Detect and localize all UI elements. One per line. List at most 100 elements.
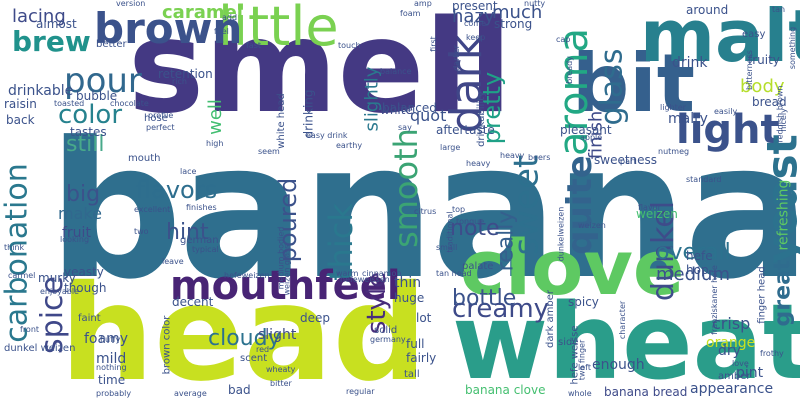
cloud-word: fluffy xyxy=(100,335,121,344)
cloud-word: easily xyxy=(714,107,738,116)
cloud-word: part xyxy=(620,157,637,166)
cloud-word: mouthfeel xyxy=(170,263,401,309)
cloud-word: mouth xyxy=(128,153,161,164)
cloud-word: sweetness xyxy=(594,153,658,167)
cloud-word: heavy xyxy=(500,151,525,160)
cloud-word: profile xyxy=(148,111,174,120)
cloud-word: hint xyxy=(166,220,209,245)
cloud-word: foamy xyxy=(84,331,128,347)
cloud-word: bubble xyxy=(76,89,118,103)
cloud-word: red xyxy=(256,345,270,354)
cloud-word: dry xyxy=(718,343,741,359)
cloud-word: frothy xyxy=(760,349,784,358)
cloud-word: banana xyxy=(48,102,800,321)
cloud-word: nutmeg xyxy=(658,147,690,156)
cloud-word: cloudy xyxy=(208,326,281,351)
cloud-word: bready xyxy=(564,56,574,84)
cloud-word: drinkability xyxy=(475,91,487,147)
cloud-word: though xyxy=(64,281,107,295)
cloud-word: citrus xyxy=(414,207,437,216)
cloud-word: time xyxy=(98,373,126,387)
cloud-word: bitterness xyxy=(744,50,754,90)
cloud-word: hefeweissen xyxy=(340,275,390,284)
cloud-word: amp xyxy=(414,0,432,8)
cloud-word: tan head xyxy=(436,269,472,278)
cloud-word: perfect xyxy=(146,123,175,132)
cloud-word: quite xyxy=(559,155,600,255)
cloud-word: nothing xyxy=(96,363,127,372)
cloud-word: lace xyxy=(180,167,197,176)
cloud-word: quot xyxy=(410,106,447,125)
cloud-word: color xyxy=(58,100,123,130)
cloud-word: two finger xyxy=(577,339,587,381)
cloud-word: bottle xyxy=(452,286,517,311)
cloud-word: hefeweizen xyxy=(224,271,270,280)
cloud-word: fairly xyxy=(406,351,437,365)
cloud-word: body xyxy=(740,76,785,97)
cloud-word: note xyxy=(450,216,500,241)
cloud-word: strong xyxy=(494,17,533,31)
cloud-word: drinkable xyxy=(8,83,74,99)
cloud-word: dunkel weizen xyxy=(4,343,76,354)
cloud-word: heavy xyxy=(466,159,491,168)
cloud-word: overall xyxy=(656,240,731,265)
cloud-word: drink xyxy=(672,55,708,71)
cloud-word: retention xyxy=(158,67,213,81)
cloud-word: tall xyxy=(404,369,420,380)
cloud-word: carbonation xyxy=(0,163,35,343)
cloud-word: still xyxy=(66,132,105,157)
cloud-word: malty xyxy=(668,111,708,127)
cloud-word: pour xyxy=(64,61,142,101)
cloud-word: balance xyxy=(380,67,412,76)
cloud-word: looking xyxy=(60,235,90,244)
cloud-word: regular xyxy=(346,387,375,396)
cloud-word: brown color xyxy=(161,315,173,375)
cloud-word: carmel xyxy=(8,271,36,280)
cloud-word: wheaty xyxy=(266,365,296,374)
cloud-word: rich xyxy=(172,77,187,86)
cloud-word: yeasty xyxy=(64,265,104,279)
cloud-word: mild xyxy=(96,351,127,367)
cloud-word: leave xyxy=(162,257,184,266)
cloud-word: hop xyxy=(686,263,709,277)
cloud-word: much xyxy=(492,2,543,23)
cloud-word: first xyxy=(428,36,438,52)
cloud-word: hose xyxy=(144,113,168,124)
cloud-word: wheat xyxy=(452,281,800,400)
cloud-word: excellent xyxy=(134,205,171,214)
cloud-word: pint xyxy=(736,365,764,381)
cloud-word: banana bread xyxy=(604,385,688,399)
cloud-word: cap xyxy=(556,35,571,44)
cloud-word: brew xyxy=(12,25,91,58)
cloud-word: front xyxy=(20,325,40,334)
cloud-word: white xyxy=(380,103,413,117)
cloud-word: probably xyxy=(96,389,132,398)
cloud-word: enough xyxy=(592,357,645,373)
cloud-word: easy xyxy=(742,29,766,40)
cloud-word: german xyxy=(180,235,219,246)
cloud-word: slight xyxy=(258,327,297,343)
cloud-word: deep xyxy=(300,311,330,325)
cloud-word: present xyxy=(452,0,498,13)
cloud-word: love xyxy=(732,359,749,368)
cloud-word: average xyxy=(174,389,207,398)
cloud-word: thin xyxy=(394,275,422,291)
cloud-word: smooth xyxy=(386,128,425,248)
cloud-word: well xyxy=(204,99,226,135)
cloud-word: bitter xyxy=(270,379,292,388)
cloud-word: orange xyxy=(706,335,756,351)
cloud-word: hazy xyxy=(452,6,495,27)
cloud-word: murky xyxy=(38,271,76,285)
cloud-word: version xyxy=(116,0,146,8)
cloud-word: flavor xyxy=(638,203,661,212)
cloud-word: spicy xyxy=(568,295,599,309)
cloud-word: white head xyxy=(275,93,287,149)
cloud-word: left xyxy=(578,363,591,372)
cloud-word: decent xyxy=(172,295,214,309)
cloud-word: keep xyxy=(466,33,486,42)
cloud-word: around xyxy=(686,3,729,17)
cloud-word: typical xyxy=(192,245,219,254)
cloud-word: beers xyxy=(528,153,551,162)
cloud-word: clove xyxy=(460,223,685,312)
